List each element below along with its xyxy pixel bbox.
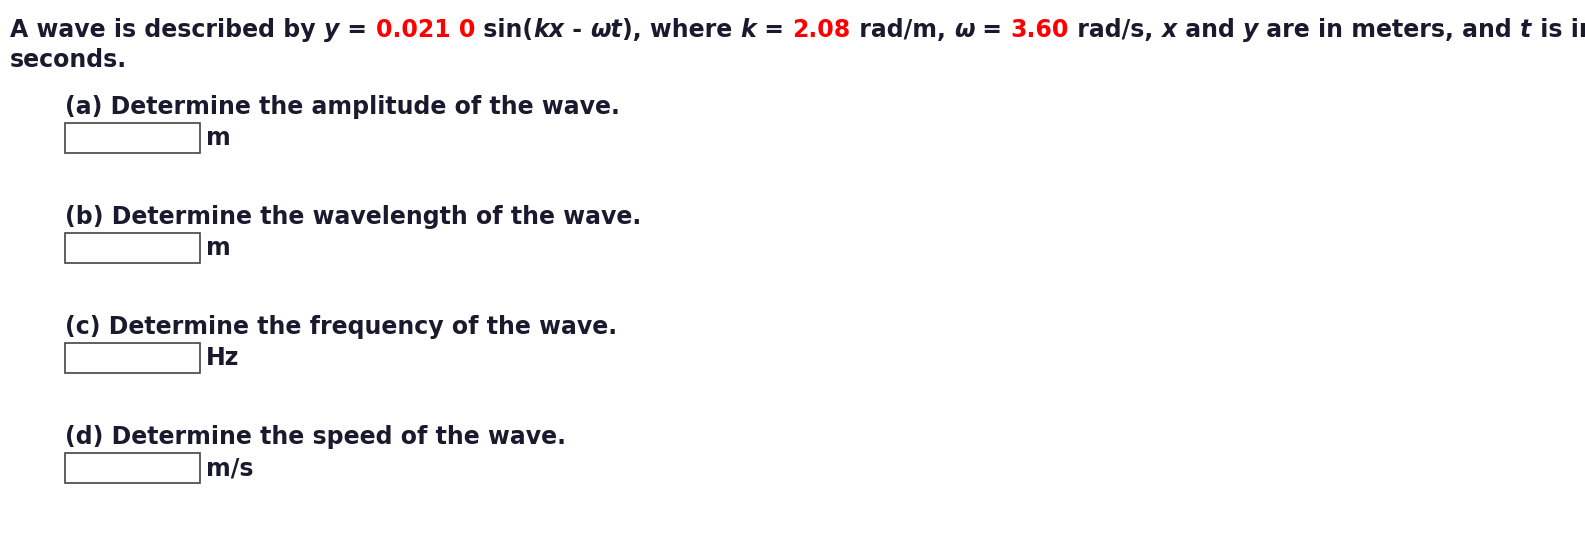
Text: k: k — [740, 18, 756, 42]
Bar — [65, 343, 200, 373]
Text: seconds.: seconds. — [10, 48, 127, 72]
Text: A wave is described by: A wave is described by — [10, 18, 323, 42]
Text: -: - — [564, 18, 590, 42]
Text: (a) Determine the amplitude of the wave.: (a) Determine the amplitude of the wave. — [65, 95, 620, 119]
Text: kx: kx — [533, 18, 564, 42]
Bar — [65, 233, 200, 263]
Text: rad/s,: rad/s, — [1068, 18, 1162, 42]
Text: m: m — [206, 126, 231, 150]
Text: x: x — [1162, 18, 1176, 42]
Text: y: y — [323, 18, 339, 42]
Text: y: y — [1243, 18, 1258, 42]
Text: ω: ω — [954, 18, 975, 42]
Text: and: and — [1176, 18, 1243, 42]
Text: t: t — [1520, 18, 1531, 42]
Text: 2.08: 2.08 — [792, 18, 851, 42]
Text: (b) Determine the wavelength of the wave.: (b) Determine the wavelength of the wave… — [65, 205, 642, 229]
Bar — [65, 453, 200, 483]
Text: =: = — [975, 18, 1011, 42]
Text: rad/m,: rad/m, — [851, 18, 954, 42]
Text: m: m — [206, 236, 231, 260]
Text: (c) Determine the frequency of the wave.: (c) Determine the frequency of the wave. — [65, 315, 617, 339]
Text: ωt: ωt — [590, 18, 621, 42]
Text: ), where: ), where — [621, 18, 740, 42]
Text: =: = — [756, 18, 792, 42]
Text: sin(: sin( — [476, 18, 533, 42]
Text: are in meters, and: are in meters, and — [1258, 18, 1520, 42]
Bar — [65, 123, 200, 153]
Text: is in: is in — [1531, 18, 1585, 42]
Text: (d) Determine the speed of the wave.: (d) Determine the speed of the wave. — [65, 425, 566, 449]
Text: 3.60: 3.60 — [1011, 18, 1068, 42]
Text: Hz: Hz — [206, 346, 239, 370]
Text: =: = — [339, 18, 376, 42]
Text: m/s: m/s — [206, 456, 254, 480]
Text: 0.021 0: 0.021 0 — [376, 18, 476, 42]
